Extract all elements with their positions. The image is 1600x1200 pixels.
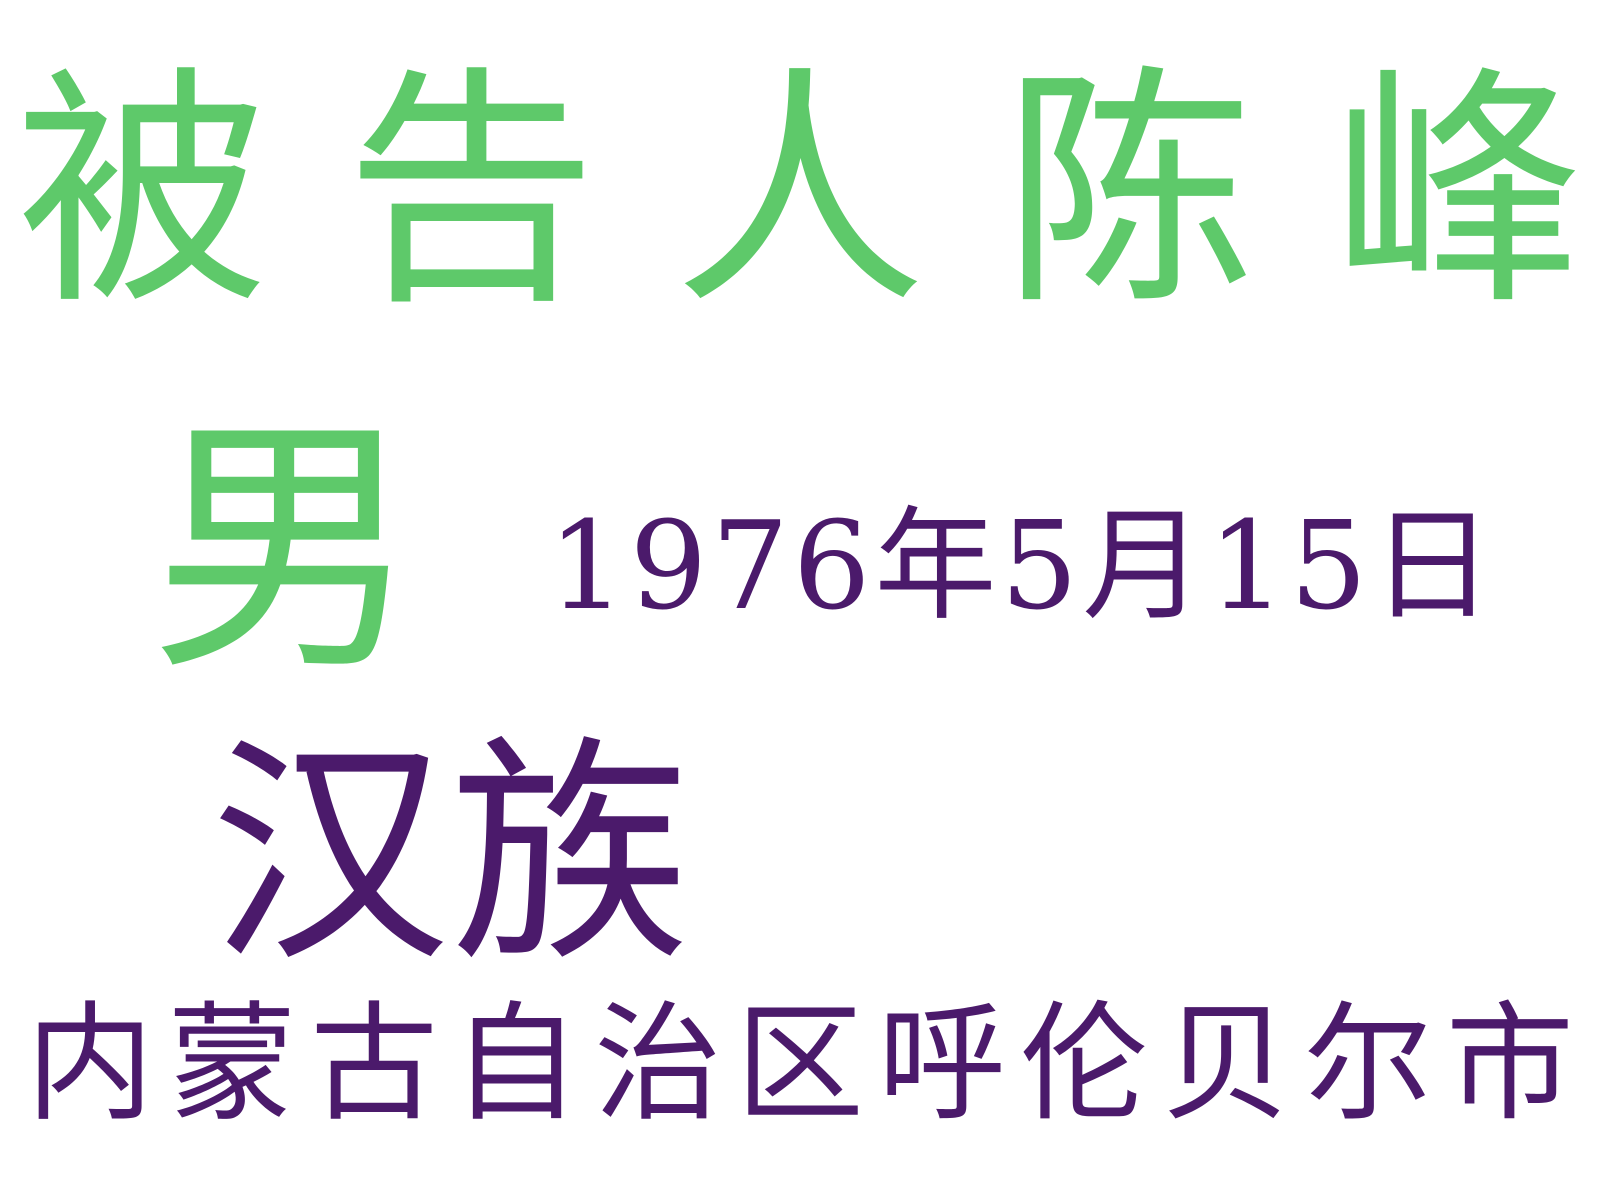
address-char: 蒙 [167, 990, 296, 1139]
gender-text: 男 [150, 392, 420, 707]
address-char: 治 [593, 990, 722, 1139]
defendant-name-char: 人 [674, 46, 927, 339]
address-char: 尔 [1303, 990, 1432, 1139]
address-char: 内 [26, 990, 155, 1139]
birth-date-text: 1976年5月15日 [548, 495, 1498, 637]
defendant-name-char: 告 [345, 46, 598, 339]
address-char: 伦 [1019, 990, 1148, 1139]
defendant-name-line: 被告人陈峰 [16, 48, 1584, 338]
address-char: 自 [451, 990, 580, 1139]
ethnicity-text: 汉族 [210, 715, 691, 995]
address-char: 市 [1445, 990, 1574, 1139]
defendant-name-char: 峰 [1332, 46, 1585, 339]
address-char: 古 [309, 990, 438, 1139]
defendant-name-char: 陈 [1003, 46, 1256, 339]
address-char: 贝 [1161, 990, 1290, 1139]
address-text: 内蒙古自治区呼伦贝尔市 [26, 995, 1574, 1135]
address-char: 呼 [877, 990, 1006, 1139]
defendant-name-char: 被 [16, 46, 269, 339]
address-char: 区 [735, 990, 864, 1139]
